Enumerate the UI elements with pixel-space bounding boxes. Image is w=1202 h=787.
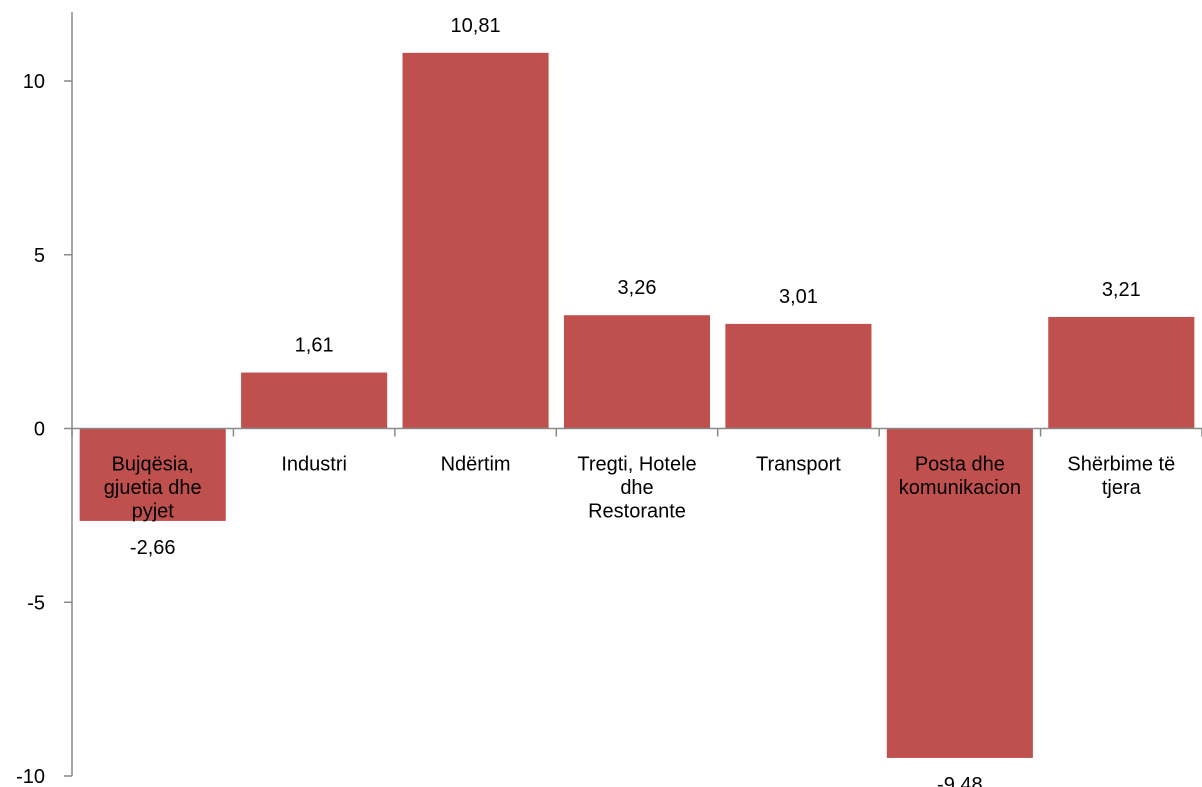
y-tick-label: 5: [34, 245, 45, 267]
category-label-line: Posta dhe: [915, 454, 1005, 476]
bar-2: [402, 52, 549, 429]
category-label: Shërbime të tjera: [1067, 454, 1175, 500]
category-label: Ndërtim: [441, 454, 511, 476]
bar-4: [725, 323, 872, 429]
category-label: Transport: [756, 454, 841, 476]
category-label: Bujqësia, gjuetia dhe pyjet: [104, 454, 202, 523]
category-label-line: Ndërtim: [441, 454, 511, 476]
category-label: Tregti, Hotele dhe Restorante: [577, 454, 696, 523]
category-label: Industri: [281, 454, 347, 476]
category-label-line: dhe: [620, 477, 653, 499]
category-label-line: Transport: [756, 454, 841, 476]
category-label-line: Shërbime të: [1067, 454, 1175, 476]
y-tick-label: 10: [23, 71, 45, 93]
bar-3: [563, 315, 711, 429]
bars-layer: [79, 52, 1195, 758]
bar-1: [241, 372, 388, 429]
category-label-line: Restorante: [588, 501, 686, 523]
data-label: -9,48: [937, 774, 983, 787]
data-label: 3,01: [779, 286, 818, 308]
category-label-line: Bujqësia,: [112, 454, 194, 476]
y-tick-label: 0: [34, 419, 45, 441]
data-label: 10,81: [451, 15, 501, 37]
labels-layer: 10 5 0 -5 -10 Bujqësia, gjuetia dhe pyjet Indust…: [16, 15, 1175, 787]
y-tick-label: -10: [16, 766, 45, 787]
category-label: Posta dhe komunikacion: [899, 454, 1021, 500]
bar-0: [79, 428, 226, 521]
data-label: -2,66: [130, 537, 176, 559]
data-label: 1,61: [295, 335, 334, 357]
y-tick-label: -5: [27, 592, 45, 614]
bar-6: [1048, 316, 1195, 429]
category-label-line: Tregti, Hotele: [577, 454, 696, 476]
category-label-line: gjuetia dhe: [104, 477, 202, 499]
category-label-line: Industri: [281, 454, 347, 476]
category-label-line: pyjet: [132, 501, 175, 523]
data-label: 3,21: [1102, 279, 1141, 301]
bar-5: [886, 428, 1033, 758]
category-label-line: tjera: [1102, 477, 1142, 499]
category-label-line: komunikacion: [899, 477, 1021, 499]
axes-layer: [64, 12, 1202, 777]
data-label: 3,26: [618, 277, 657, 299]
